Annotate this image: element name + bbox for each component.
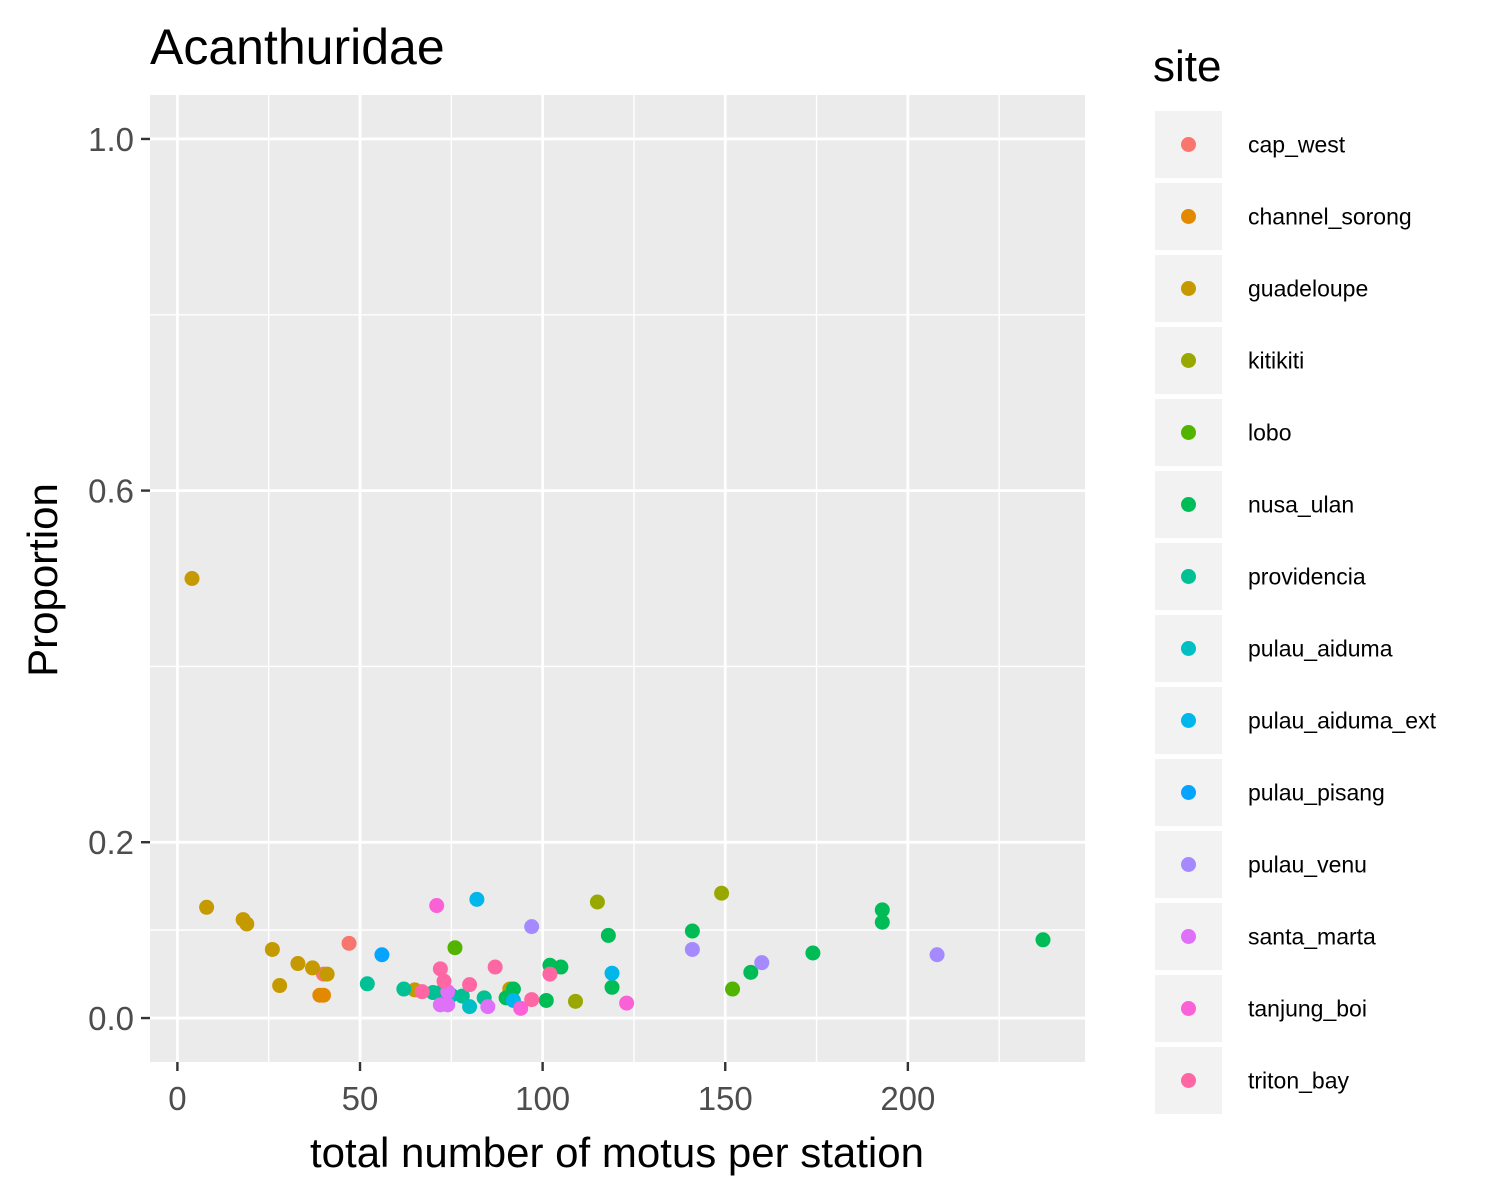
data-point-triton-bay bbox=[524, 992, 540, 1008]
legend-key-point bbox=[1181, 497, 1196, 512]
legend-key-point bbox=[1181, 857, 1196, 872]
legend-label: pulau_venu bbox=[1248, 852, 1367, 878]
data-point-cap-west bbox=[341, 935, 357, 951]
data-point-providencia bbox=[425, 985, 441, 1001]
y-tick-label: 1.0 bbox=[88, 121, 134, 158]
legend-label: triton_bay bbox=[1248, 1068, 1350, 1094]
legend-key-point bbox=[1181, 569, 1196, 584]
x-tick-label: 200 bbox=[880, 1080, 935, 1117]
legend-key-point bbox=[1181, 137, 1196, 152]
legend-label: pulau_aiduma bbox=[1248, 636, 1393, 662]
minor-gridlines bbox=[150, 95, 1085, 1062]
x-tick-label: 100 bbox=[515, 1080, 570, 1117]
legend-label: pulau_pisang bbox=[1248, 780, 1385, 806]
data-point-guadeloupe bbox=[239, 916, 255, 932]
data-point-pulau-pisang bbox=[374, 947, 390, 963]
legend-label: kitikiti bbox=[1248, 348, 1304, 374]
legend-key-point bbox=[1181, 713, 1196, 728]
legend-key-point bbox=[1181, 929, 1196, 944]
data-point-kitikiti bbox=[589, 894, 605, 910]
data-point-triton-bay bbox=[462, 977, 478, 993]
data-point-nusa-ulan bbox=[743, 964, 759, 980]
legend-key-point bbox=[1181, 281, 1196, 296]
data-point-guadeloupe bbox=[319, 966, 335, 982]
y-tick-label: 0.6 bbox=[88, 473, 134, 510]
data-point-pulau-venu bbox=[524, 919, 540, 935]
data-point-santa-marta bbox=[480, 999, 496, 1015]
data-point-santa-marta bbox=[440, 997, 456, 1013]
legend: cap_west channel_sorong guadeloupe kitikiti… bbox=[1155, 111, 1437, 1114]
data-point-kitikiti bbox=[714, 885, 730, 901]
legend-label: pulau_aiduma_ext bbox=[1248, 708, 1437, 734]
legend-label: santa_marta bbox=[1248, 924, 1376, 950]
data-point-triton-bay bbox=[487, 959, 503, 975]
legend-key-point bbox=[1181, 425, 1196, 440]
y-axis: 0.0 0.2 0.6 1.0 bbox=[88, 121, 150, 1037]
data-point-nusa-ulan bbox=[684, 923, 700, 939]
legend-key-point bbox=[1181, 209, 1196, 224]
data-point-nusa-ulan bbox=[553, 959, 569, 975]
plot-panel bbox=[150, 95, 1085, 1062]
x-tick-label: 150 bbox=[698, 1080, 753, 1117]
y-tick-label: 0.0 bbox=[88, 1000, 134, 1037]
data-point-triton-bay bbox=[542, 966, 558, 982]
data-point-pulau-aiduma-ext bbox=[469, 891, 485, 907]
data-point-guadeloupe bbox=[184, 571, 200, 586]
data-point-channel-sorong bbox=[315, 987, 331, 1003]
data-point-guadeloupe bbox=[290, 956, 306, 972]
y-tick-label: 0.2 bbox=[88, 824, 134, 861]
x-axis-title: total number of motus per station bbox=[310, 1129, 924, 1176]
y-axis-title: Proportion bbox=[19, 483, 66, 677]
legend-key-point bbox=[1181, 785, 1196, 800]
major-gridlines bbox=[150, 95, 1085, 1062]
data-point-providencia bbox=[454, 988, 470, 1004]
chart-title: Acanthuridae bbox=[150, 19, 445, 75]
legend-key-point bbox=[1181, 353, 1196, 368]
data-point-pulau-venu bbox=[754, 955, 770, 971]
legend-key-point bbox=[1181, 1073, 1196, 1088]
data-point-pulau-aiduma bbox=[462, 999, 478, 1015]
data-point-guadeloupe bbox=[305, 960, 321, 976]
data-point-nusa-ulan bbox=[505, 981, 521, 997]
data-point-pulau-venu bbox=[684, 941, 700, 957]
data-point-nusa-ulan bbox=[600, 927, 616, 943]
x-tick-label: 50 bbox=[342, 1080, 379, 1117]
legend-label: cap_west bbox=[1248, 132, 1346, 158]
data-point-tanjung-boi bbox=[513, 1000, 529, 1016]
data-point-nusa-ulan bbox=[805, 945, 821, 961]
data-point-tanjung-boi bbox=[619, 995, 635, 1011]
data-point-tanjung-boi bbox=[429, 898, 445, 914]
data-point-guadeloupe bbox=[264, 941, 280, 957]
data-point-kitikiti bbox=[567, 993, 583, 1009]
data-point-lobo bbox=[447, 940, 463, 956]
data-point-nusa-ulan bbox=[874, 902, 890, 918]
legend-label: lobo bbox=[1248, 420, 1291, 446]
legend-key-point bbox=[1181, 1001, 1196, 1016]
legend-label: providencia bbox=[1248, 564, 1366, 590]
legend-label: tanjung_boi bbox=[1248, 996, 1367, 1022]
data-point-providencia bbox=[359, 976, 375, 992]
legend-label: nusa_ulan bbox=[1248, 492, 1354, 518]
data-point-nusa-ulan bbox=[874, 914, 890, 930]
legend-label: channel_sorong bbox=[1248, 204, 1412, 230]
data-point-triton-bay bbox=[414, 984, 430, 1000]
data-points bbox=[184, 571, 1051, 1016]
data-point-guadeloupe bbox=[272, 978, 288, 994]
data-point-triton-bay bbox=[436, 973, 452, 989]
data-point-pulau-aiduma-ext bbox=[604, 965, 620, 981]
legend-title: site bbox=[1153, 42, 1222, 91]
x-axis: 0 50 100 150 200 bbox=[168, 1062, 935, 1117]
data-point-pulau-venu bbox=[929, 947, 945, 963]
data-point-nusa-ulan bbox=[1035, 932, 1051, 948]
legend-key-point bbox=[1181, 641, 1196, 656]
legend-label: guadeloupe bbox=[1248, 276, 1368, 302]
data-point-triton-bay bbox=[432, 961, 448, 977]
x-tick-label: 0 bbox=[168, 1080, 186, 1117]
data-point-lobo bbox=[725, 981, 741, 997]
data-point-guadeloupe bbox=[199, 899, 215, 915]
data-point-nusa-ulan bbox=[604, 979, 620, 995]
data-point-providencia bbox=[396, 981, 412, 997]
data-point-nusa-ulan bbox=[538, 992, 554, 1008]
